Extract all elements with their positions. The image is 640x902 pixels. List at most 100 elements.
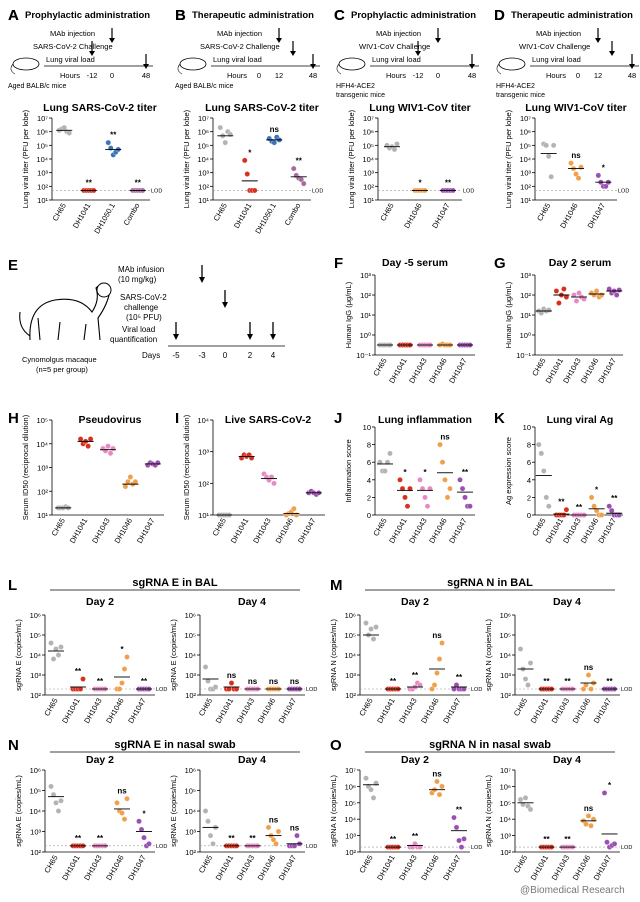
data-point xyxy=(80,676,86,682)
x-tick-label: DH1041 xyxy=(229,517,251,545)
schematic-layer: A Prophylactic administration MAb injectio… xyxy=(8,7,639,374)
significance-label: * xyxy=(602,163,606,172)
x-tick-label: DH1047 xyxy=(592,854,614,882)
x-tick-label: CH65 xyxy=(371,357,388,378)
y-tick-label: 8 xyxy=(527,441,531,450)
data-point xyxy=(85,443,91,449)
y-tick-label: 10⁴ xyxy=(344,815,356,824)
x-tick-label: DH1047 xyxy=(126,854,148,882)
schematic-mab: MAb injection xyxy=(50,29,95,38)
y-tick-label: 10⁵ xyxy=(185,631,196,640)
data-point xyxy=(422,494,428,501)
significance-label: * xyxy=(608,781,612,790)
x-tick-label: DH1041 xyxy=(60,854,82,882)
data-point xyxy=(212,684,219,690)
mouse-tail-icon xyxy=(336,63,342,75)
data-point xyxy=(598,292,605,298)
data-point xyxy=(394,141,400,147)
data-point xyxy=(116,686,123,692)
time-tick: 48 xyxy=(142,71,150,80)
y-axis-label: sgRNA E (copies/mL) xyxy=(169,775,178,847)
data-point xyxy=(616,287,622,293)
lod-label: LOD xyxy=(621,687,632,693)
x-tick-label: DH1041 xyxy=(529,854,551,882)
data-point xyxy=(588,823,594,829)
arrow-head xyxy=(143,64,149,69)
significance-label: ** xyxy=(412,671,419,680)
data-point xyxy=(228,680,235,686)
schematic-d: D Therapeutic administration MAb injection… xyxy=(494,7,639,99)
data-point xyxy=(244,171,250,177)
y-tick-label: 10⁵ xyxy=(185,787,196,796)
y-axis-label: Lung viral titer (PFU per lobe) xyxy=(504,109,513,208)
y-tick-label: 10¹ xyxy=(198,196,209,205)
schematic-title: Prophylactic administration xyxy=(25,10,150,21)
arrow-head xyxy=(276,38,282,43)
hours-label: Hours xyxy=(227,71,247,80)
y-axis-label: sgRNA N (copies/mL) xyxy=(484,618,493,691)
y-tick-label: 6 xyxy=(367,458,371,467)
x-tick-label: DH1047 xyxy=(126,697,148,725)
y-tick-label: 2 xyxy=(527,493,531,502)
animal-label: HFH4-ACE2 xyxy=(336,83,375,90)
data-point xyxy=(525,682,531,688)
data-point xyxy=(522,795,529,801)
significance-label: ns xyxy=(248,677,258,686)
x-tick-label: CH65 xyxy=(378,202,395,223)
data-point xyxy=(563,506,570,513)
day-tick: -3 xyxy=(198,351,206,360)
y-tick-label: 10² xyxy=(185,848,196,857)
chart-title: Day 2 xyxy=(86,754,114,766)
significance-label: * xyxy=(423,468,427,477)
y-tick-label: 10⁷ xyxy=(37,114,48,123)
panel-letter: A xyxy=(8,7,19,24)
x-tick-label: DH1043 xyxy=(550,697,572,725)
data-point xyxy=(119,810,125,816)
data-point xyxy=(573,298,580,304)
y-tick-label: 10⁵ xyxy=(500,799,511,808)
mouse-icon xyxy=(338,57,366,71)
y-tick-label: 10⁶ xyxy=(363,128,374,137)
x-tick-label: CH65 xyxy=(371,517,388,538)
data-point xyxy=(556,300,562,306)
lod-label: LOD xyxy=(156,687,167,693)
data-point xyxy=(370,795,377,801)
y-tick-label: 10⁴ xyxy=(499,651,511,660)
data-point xyxy=(568,160,574,166)
significance-label: ns xyxy=(571,151,581,160)
significance-label: ** xyxy=(135,178,142,187)
data-point xyxy=(431,682,438,688)
x-tick-label: DH1043 xyxy=(550,854,572,882)
x-tick-label: DH1046 xyxy=(571,854,593,882)
y-axis-label: sgRNA N (copies/mL) xyxy=(484,774,493,847)
schematic-readout: Lung viral load xyxy=(213,55,262,64)
panel-letter: C xyxy=(334,7,345,24)
y-tick-label: 10⁶ xyxy=(37,128,48,137)
significance-label: ** xyxy=(456,673,463,682)
chart-panel-o2: O Day 2 10² 10³ 10⁴ 10⁵ 10⁶ 10⁷ sgRNA N (copies/… xyxy=(329,737,482,882)
data-point xyxy=(50,791,57,798)
data-point xyxy=(517,646,524,652)
significance-label: ns xyxy=(584,804,594,813)
y-axis-label: Lung viral titer (PFU per lobe) xyxy=(182,109,191,208)
significance-label: * xyxy=(248,148,252,157)
x-tick-label: DH1041 xyxy=(60,697,82,725)
chart-panel-n4: Day 4 10² 10³ 10⁴ 10⁵ 10⁶ sgRNA E (copies/mL) L… xyxy=(169,754,317,882)
lod-label: LOD xyxy=(156,844,167,850)
y-tick-label: 10⁶ xyxy=(30,611,41,620)
data-point xyxy=(561,512,567,518)
y-tick-label: 10² xyxy=(520,291,531,300)
y-tick-label: 10³ xyxy=(520,169,531,178)
lod-label: LOD xyxy=(306,687,317,693)
y-tick-label: 10⁶ xyxy=(198,128,209,137)
data-point xyxy=(108,145,114,151)
data-point xyxy=(205,678,211,684)
panel-letter: D xyxy=(494,7,505,24)
data-point xyxy=(548,174,554,180)
schematic-challenge: SARS-CoV-2 Challenge xyxy=(33,42,113,51)
data-point xyxy=(613,292,620,298)
days-label: Days xyxy=(142,351,160,360)
x-tick-label: Combo xyxy=(122,202,142,227)
data-point xyxy=(205,818,211,825)
data-point xyxy=(105,139,112,146)
